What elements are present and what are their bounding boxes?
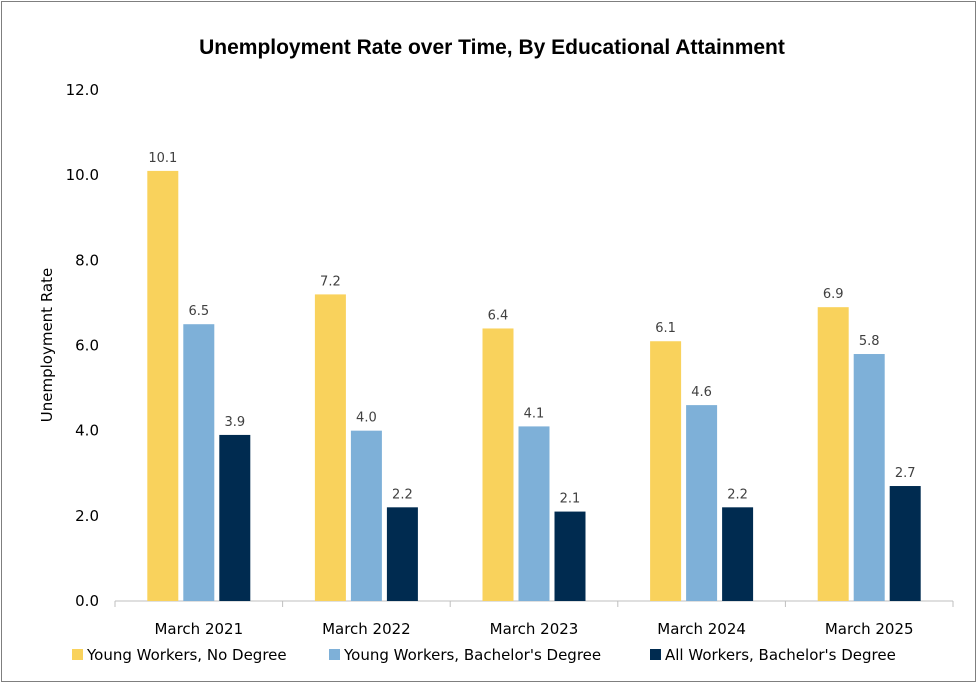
y-tick-label: 6.0	[75, 337, 99, 355]
data-label: 4.0	[356, 411, 377, 426]
y-tick-label: 4.0	[75, 422, 99, 440]
legend-label: Young Workers, Bachelor's Degree	[343, 646, 601, 664]
data-label: 10.1	[148, 151, 177, 166]
data-label: 6.1	[655, 321, 676, 336]
x-tick-label: March 2024	[657, 620, 746, 638]
bar	[686, 405, 718, 601]
chart-title: Unemployment Rate over Time, By Educatio…	[199, 36, 785, 59]
data-label: 2.2	[392, 487, 413, 502]
bar	[386, 507, 418, 601]
data-label: 6.4	[488, 308, 509, 323]
y-tick-label: 12.0	[66, 81, 99, 99]
bar	[183, 324, 215, 601]
data-label: 4.6	[691, 385, 712, 400]
data-label: 4.1	[524, 406, 545, 421]
bar	[219, 434, 251, 601]
data-label: 2.7	[895, 466, 916, 481]
y-tick-label: 0.0	[75, 592, 99, 610]
legend-swatch	[650, 649, 661, 660]
x-tick-label: March 2022	[322, 620, 411, 638]
y-tick-label: 2.0	[75, 507, 99, 525]
bar	[853, 354, 885, 601]
data-label: 6.9	[823, 287, 844, 302]
bar	[147, 170, 179, 602]
data-label: 2.1	[560, 492, 581, 507]
x-tick-label: March 2025	[825, 620, 914, 638]
bar	[554, 511, 586, 601]
y-tick-label: 10.0	[66, 166, 99, 184]
data-label: 2.2	[727, 487, 748, 502]
bar	[350, 430, 382, 601]
data-label: 3.9	[224, 415, 245, 430]
legend-swatch	[329, 649, 340, 660]
bar	[817, 307, 849, 601]
data-label: 5.8	[859, 334, 880, 349]
bar	[722, 507, 754, 601]
bar	[314, 294, 346, 601]
legend-label: All Workers, Bachelor's Degree	[665, 646, 896, 664]
legend-swatch	[72, 649, 83, 660]
bar	[650, 341, 682, 601]
bar	[889, 486, 921, 601]
legend-label: Young Workers, No Degree	[86, 646, 287, 664]
bar	[482, 328, 514, 601]
x-tick-label: March 2021	[154, 620, 243, 638]
data-label: 7.2	[320, 274, 341, 289]
data-label: 6.5	[188, 304, 209, 319]
y-axis-label: Unemployment Rate	[38, 268, 56, 422]
y-tick-label: 8.0	[75, 251, 99, 269]
bar	[518, 426, 550, 601]
x-tick-label: March 2023	[490, 620, 579, 638]
